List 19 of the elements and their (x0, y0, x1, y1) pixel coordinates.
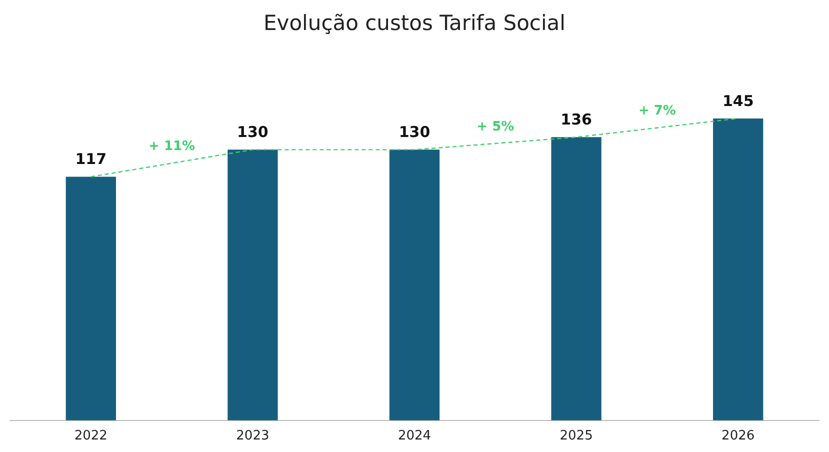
annotation: + 7% (638, 104, 676, 119)
data-label: 130 (237, 123, 268, 142)
x-tick-label: 2026 (722, 428, 755, 444)
annotation: + 11% (148, 139, 196, 154)
bar (551, 137, 602, 420)
data-label: 117 (75, 150, 107, 168)
x-tick-label: 2022 (74, 428, 108, 444)
data-label: 130 (398, 123, 430, 142)
bar (228, 150, 278, 420)
x-tick-label: 2023 (236, 428, 270, 444)
bar (66, 176, 116, 420)
chart-title: Evolução custos Tarifa Social (263, 11, 566, 36)
x-tick-label: 2025 (560, 428, 593, 444)
data-label: 136 (560, 110, 592, 129)
bar (389, 150, 440, 420)
annotation: + 5% (476, 119, 514, 134)
bar (713, 118, 764, 420)
x-tick-label: 2024 (398, 428, 432, 444)
data-label: 145 (722, 92, 754, 110)
